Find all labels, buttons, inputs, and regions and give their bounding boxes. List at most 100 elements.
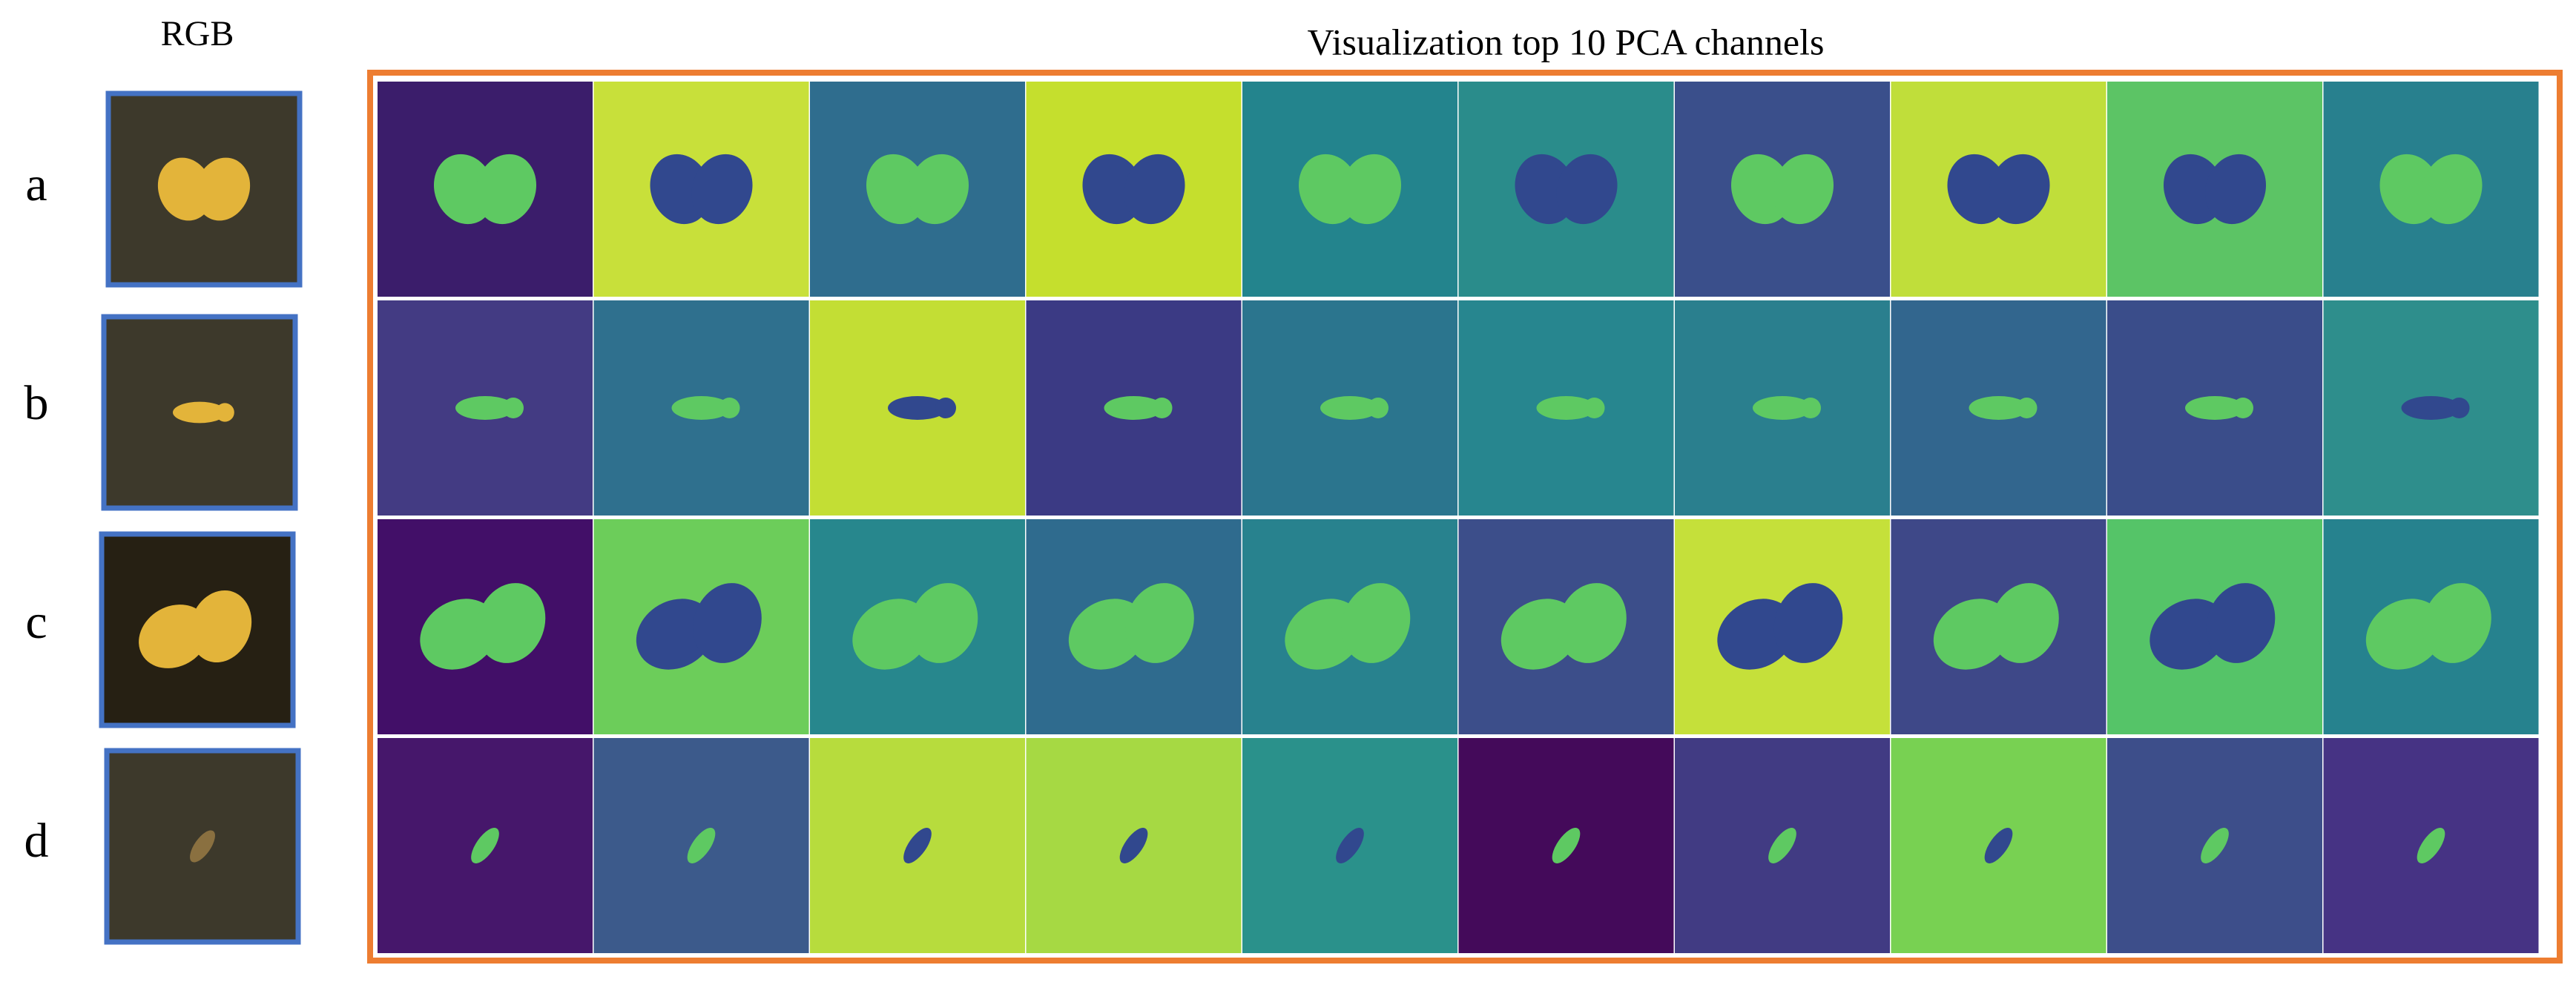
- pca-channel: [1891, 738, 2106, 953]
- body: [190, 830, 215, 863]
- pca-channel: [1891, 300, 2106, 516]
- pca-channel: [2323, 519, 2539, 734]
- head: [935, 398, 956, 418]
- wing: [1340, 154, 1402, 225]
- wing: [909, 583, 978, 663]
- head: [503, 398, 524, 418]
- head: [1800, 398, 1821, 418]
- wing: [907, 154, 969, 225]
- rgb-thumbnail: [99, 531, 296, 728]
- wing: [1772, 154, 1834, 225]
- pca-channel: [2107, 519, 2322, 734]
- pca-channel: [1458, 738, 1674, 953]
- body: [1336, 828, 1364, 863]
- body: [1984, 828, 2013, 863]
- body: [1969, 396, 2029, 420]
- row-label: c: [25, 595, 47, 649]
- wing: [2204, 154, 2267, 225]
- wing: [1558, 583, 1627, 663]
- wing: [1124, 154, 1185, 225]
- pca-channel: [1891, 82, 2106, 297]
- wing: [195, 157, 251, 221]
- body: [687, 828, 716, 863]
- body: [671, 396, 731, 420]
- rgb-thumbnail: [101, 314, 298, 511]
- pca-channel: [378, 738, 593, 953]
- wing: [2422, 583, 2491, 663]
- body: [1536, 396, 1596, 420]
- pca-channel: [1458, 82, 1674, 297]
- pca-channel: [1026, 82, 1242, 297]
- wing: [2421, 154, 2483, 225]
- pca-channel: [810, 82, 1025, 297]
- head: [719, 398, 740, 418]
- head: [2448, 398, 2470, 418]
- pca-channel: [1675, 738, 1890, 953]
- pca-channel: [1242, 300, 1457, 516]
- pca-channel: [810, 519, 1025, 734]
- head: [1584, 398, 1605, 418]
- wing: [691, 154, 753, 225]
- pca-channel: [378, 82, 593, 297]
- row-label: b: [24, 376, 49, 430]
- wing: [475, 154, 537, 225]
- wing: [189, 590, 252, 663]
- pca-channel: [593, 519, 809, 734]
- body: [1768, 828, 1796, 863]
- pca-channel: [2107, 82, 2322, 297]
- row-label: a: [25, 157, 47, 211]
- body: [2417, 828, 2445, 863]
- pca-channel: [2107, 738, 2322, 953]
- pca-channel: [1026, 519, 1242, 734]
- pca-channel: [1026, 738, 1242, 953]
- wing: [1125, 583, 1194, 663]
- body: [2185, 396, 2244, 420]
- head: [2233, 398, 2253, 418]
- body: [2201, 828, 2229, 863]
- pca-frame: [367, 70, 2563, 964]
- pca-channel: [1675, 300, 1890, 516]
- body: [1119, 828, 1148, 863]
- head: [2016, 398, 2038, 418]
- rgb-thumbnail: [104, 748, 301, 945]
- pca-channel: [378, 519, 593, 734]
- rgb-label: RGB: [161, 14, 234, 53]
- body: [888, 396, 947, 420]
- figure-title: Visualization top 10 PCA channels: [1308, 21, 1825, 62]
- wing: [693, 583, 762, 663]
- head: [1151, 398, 1173, 418]
- body: [471, 828, 499, 863]
- pca-channel: [1242, 82, 1457, 297]
- pca-channel: [378, 300, 593, 516]
- wing: [1990, 583, 2059, 663]
- head: [215, 403, 234, 422]
- pca-channel: [2323, 738, 2539, 953]
- pca-channel: [593, 82, 809, 297]
- body: [173, 401, 226, 424]
- body: [1104, 396, 1164, 420]
- pca-channel: [810, 300, 1025, 516]
- pca-channel: [1458, 300, 1674, 516]
- body: [455, 396, 515, 420]
- wing: [476, 583, 546, 663]
- wing: [1341, 583, 1411, 663]
- row-label: d: [24, 814, 49, 868]
- pca-channel: [810, 738, 1025, 953]
- body: [1753, 396, 1812, 420]
- wing: [1556, 154, 1618, 225]
- rgb-thumbnail: [105, 90, 303, 288]
- body: [903, 828, 932, 863]
- body: [1320, 396, 1380, 420]
- wing: [1989, 154, 2050, 225]
- pca-channel: [593, 300, 809, 516]
- head: [1368, 398, 1389, 418]
- pca-channel: [2323, 300, 2539, 516]
- pca-channel: [1242, 519, 1457, 734]
- pca-channel: [1242, 738, 1457, 953]
- pca-channel: [1675, 519, 1890, 734]
- pca-channel: [2107, 300, 2322, 516]
- pca-channel: [2323, 82, 2539, 297]
- pca-channel: [1026, 300, 1242, 516]
